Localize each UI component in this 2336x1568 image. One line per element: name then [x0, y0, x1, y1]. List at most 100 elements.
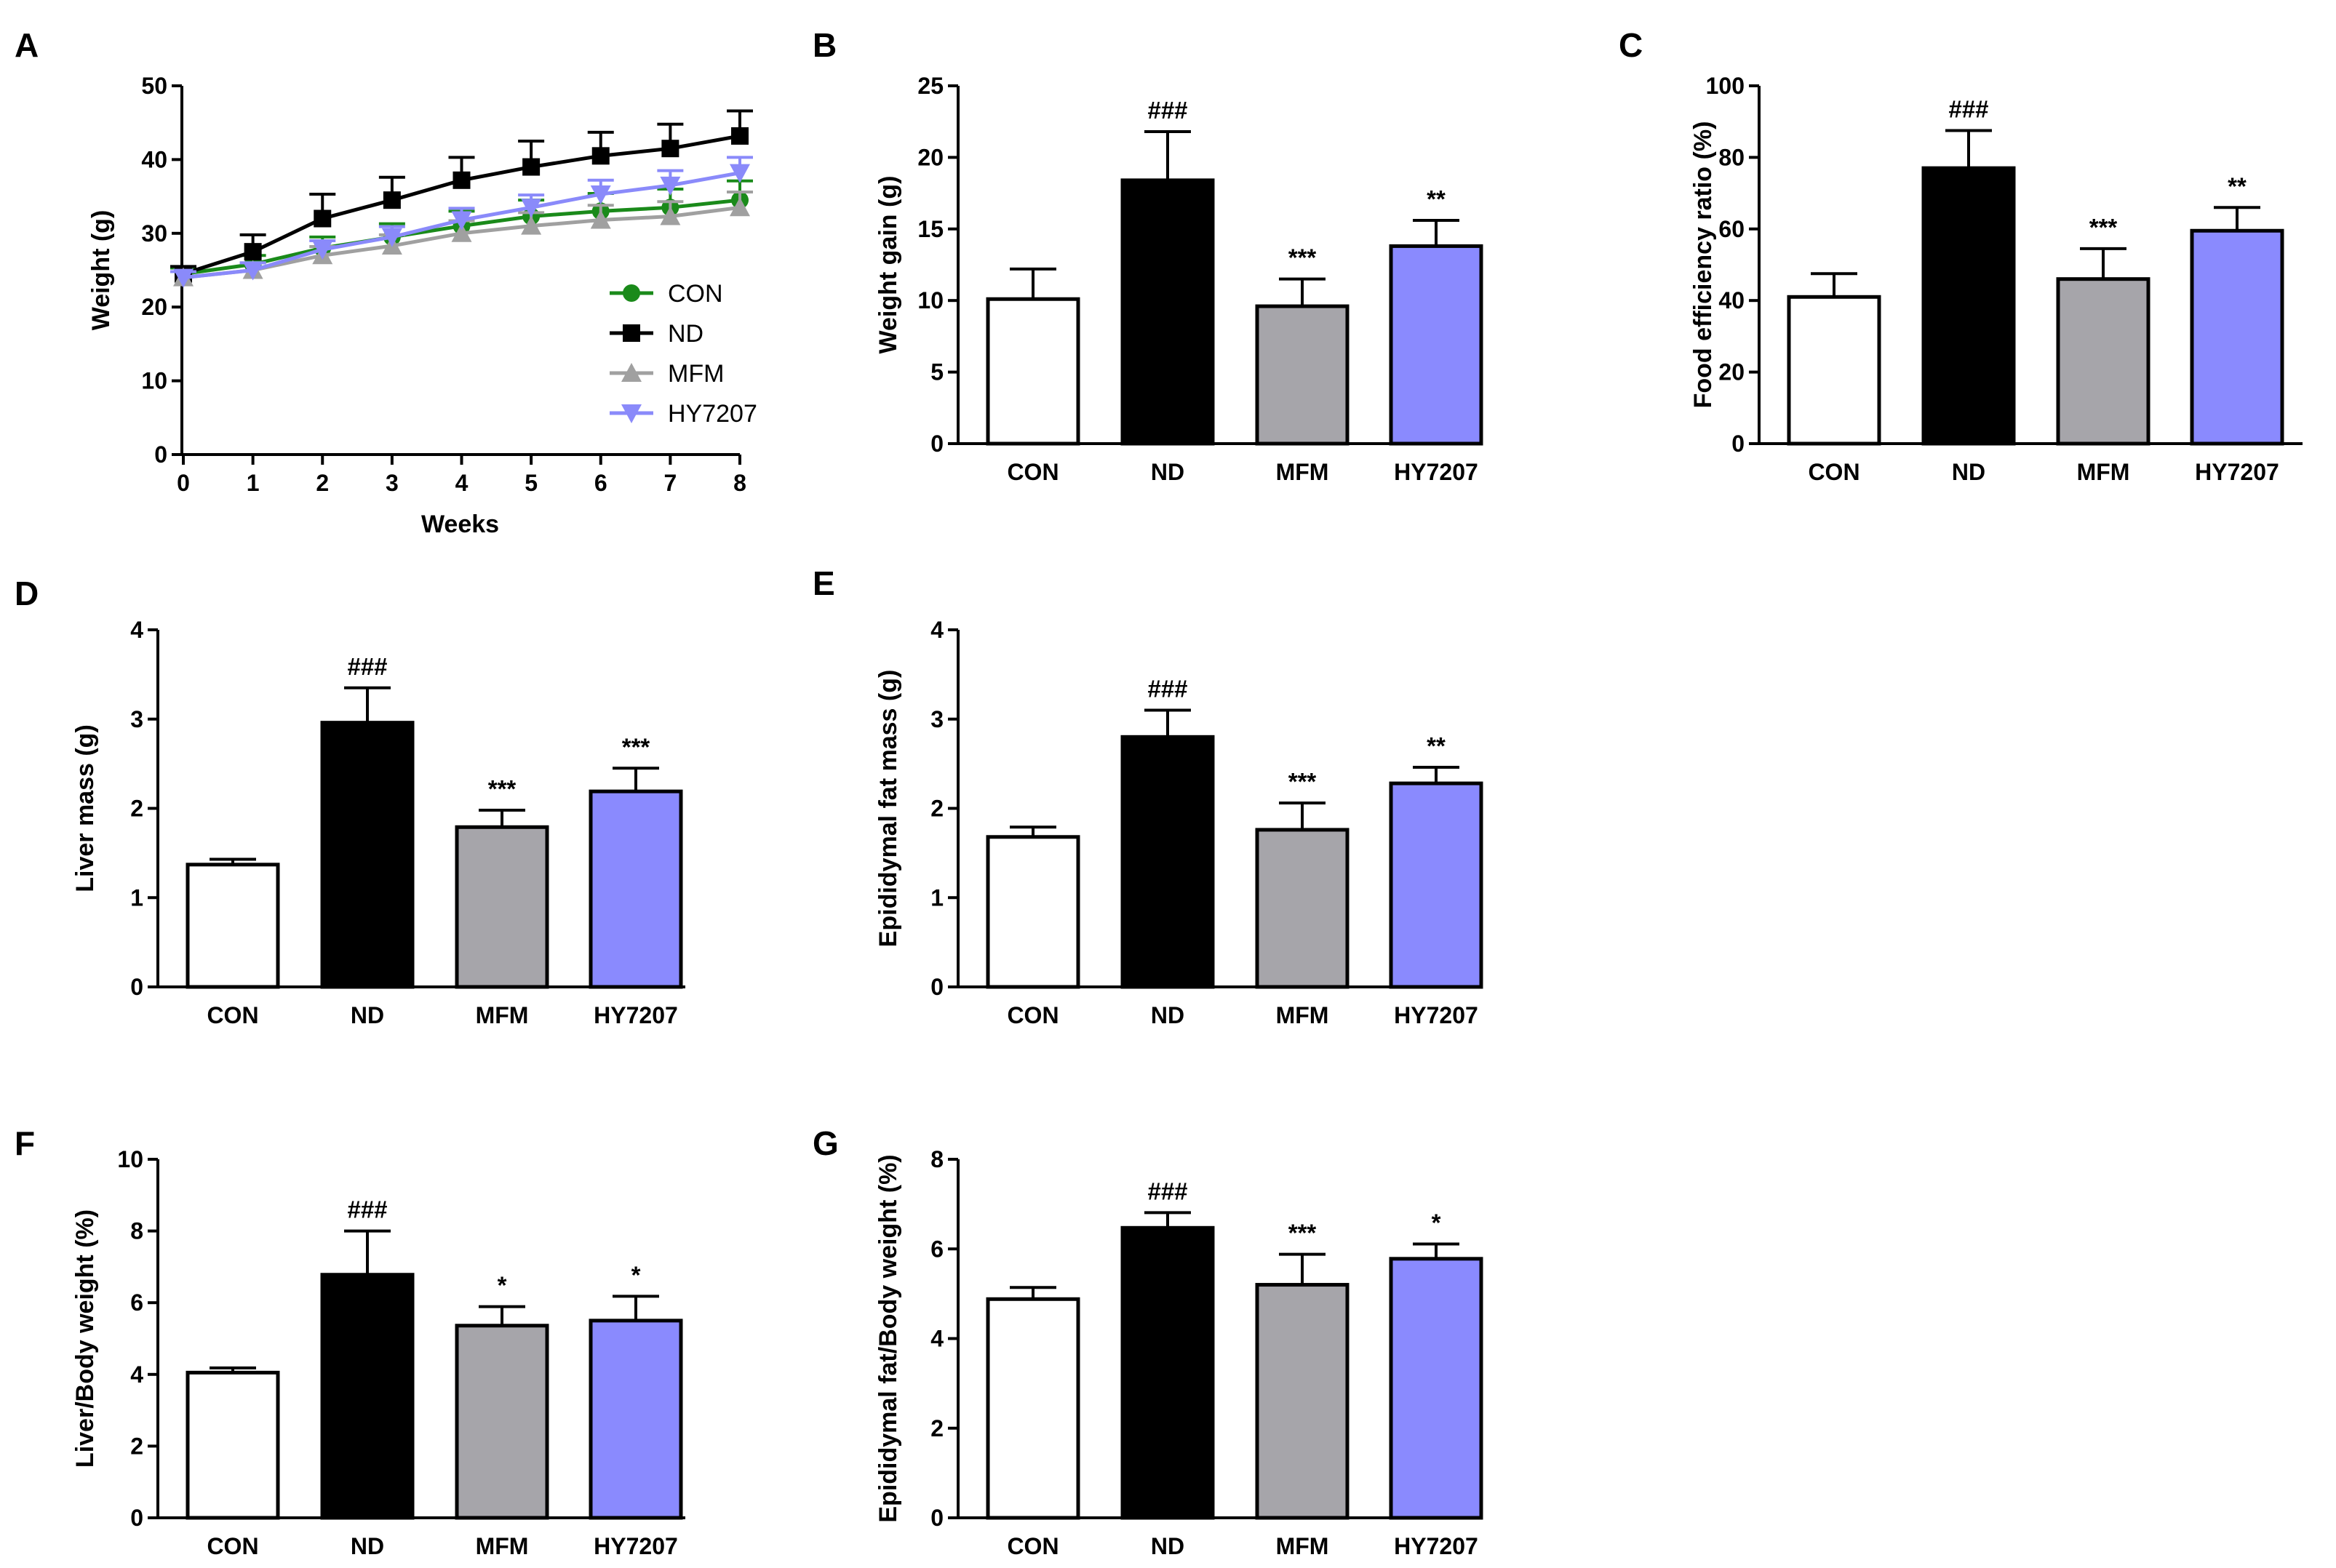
bar-mfm	[1255, 828, 1350, 989]
bar-nd	[320, 721, 415, 989]
marker-triangle-down	[173, 268, 194, 288]
y-tick-label: 4	[130, 617, 143, 643]
marker-square	[383, 191, 401, 209]
x-tick-label: MFM	[476, 1533, 529, 1559]
y-tick-label: 3	[130, 706, 143, 732]
marker-square	[661, 140, 679, 158]
x-tick-label: MFM	[476, 1002, 529, 1028]
y-tick-label: 3	[930, 706, 944, 732]
x-tick-label: CON	[1808, 459, 1859, 485]
y-tick-label: 100	[1706, 73, 1745, 99]
significance-label: ***	[1288, 1220, 1317, 1247]
marker-triangle-down	[590, 185, 611, 205]
significance-label: ***	[488, 775, 517, 802]
marker-triangle-down	[242, 261, 263, 281]
y-tick-label: 4	[130, 1361, 143, 1388]
y-tick-label: 10	[141, 368, 167, 394]
bar-mfm	[2056, 277, 2150, 446]
significance-label: **	[2228, 172, 2247, 199]
x-tick-label: HY7207	[1394, 1002, 1478, 1028]
marker-square	[591, 147, 610, 165]
x-tick-label: 6	[594, 470, 607, 496]
bar-mfm	[455, 825, 549, 989]
y-tick-label: 1	[930, 884, 944, 911]
bar-hy7207	[2190, 228, 2284, 446]
marker-triangle-down	[451, 211, 472, 231]
y-tick-label: 0	[930, 974, 944, 1000]
y-tick-label: 0	[930, 1505, 944, 1531]
y-tick-label: 40	[141, 146, 167, 172]
y-axis-title: Food efficiency ratio (%)	[1689, 121, 1717, 409]
bar-nd	[1921, 166, 2016, 446]
x-tick-label: CON	[207, 1002, 258, 1028]
x-tick-label: ND	[1151, 1002, 1184, 1028]
x-tick-label: HY7207	[594, 1002, 678, 1028]
marker-square	[453, 171, 471, 189]
x-tick-label: 8	[733, 470, 746, 496]
x-tick-label: CON	[1007, 1002, 1059, 1028]
legend-label: MFM	[668, 360, 724, 388]
bar-con	[986, 297, 1080, 446]
y-tick-label: 2	[930, 796, 944, 822]
x-tick-label: 2	[316, 470, 329, 496]
bar-hy7207	[1389, 1257, 1483, 1520]
significance-label: ***	[1288, 244, 1317, 271]
y-tick-label: 6	[930, 1236, 944, 1262]
x-tick-label: HY7207	[594, 1533, 678, 1559]
y-tick-label: 8	[930, 1146, 944, 1172]
legend-item-mfm: MFM	[610, 360, 724, 388]
bar-con	[986, 1297, 1080, 1520]
marker-square	[522, 158, 541, 176]
y-tick-label: 0	[930, 431, 944, 457]
x-tick-label: CON	[207, 1533, 258, 1559]
bar-con	[186, 1370, 280, 1520]
panel-g: G 0 2 4 6 8 Epididymal fat/Body weight (%) CON N…	[813, 1124, 1483, 1559]
bar-con	[1787, 295, 1881, 446]
panel-a: A 0 10 20 30 40 50 Weight (g) 0 1 2 3 4 5 6 7 8 Weeks CON N…	[15, 26, 757, 538]
bar-nd	[1120, 178, 1215, 446]
y-tick-label: 40	[1718, 287, 1745, 313]
series-nd	[170, 109, 753, 283]
x-tick-label: MFM	[2077, 459, 2130, 485]
legend-item-nd: ND	[610, 320, 703, 348]
significance-label: ###	[1147, 1177, 1187, 1204]
marker-triangle-up	[621, 363, 642, 382]
panel-f: F 0 2 4 6 8 10 Liver/Body weight (%) CON ND ### MFM…	[15, 1124, 685, 1559]
y-tick-label: 80	[1718, 144, 1745, 170]
marker-square	[244, 243, 262, 261]
bar-nd	[1120, 1225, 1215, 1520]
significance-label: ***	[1288, 768, 1317, 795]
x-tick-label: HY7207	[1394, 459, 1478, 485]
y-tick-label: 2	[930, 1415, 944, 1441]
marker-triangle-down	[660, 176, 681, 196]
x-tick-label: 7	[663, 470, 677, 496]
bar-hy7207	[589, 789, 683, 989]
panel-letter: E	[813, 564, 835, 602]
x-tick-label: MFM	[1276, 1002, 1329, 1028]
y-axis-title: Epididymal fat/Body weight (%)	[874, 1154, 902, 1522]
marker-square	[623, 324, 640, 342]
x-tick-label: ND	[1952, 459, 1985, 485]
x-tick-label: HY7207	[1394, 1533, 1478, 1559]
significance-label: ###	[1147, 97, 1187, 124]
y-tick-label: 2	[130, 796, 143, 822]
x-tick-label: CON	[1007, 1533, 1059, 1559]
x-tick-label: 3	[386, 470, 399, 496]
y-tick-label: 10	[117, 1146, 143, 1172]
marker-triangle-up	[660, 206, 681, 225]
significance-label: ###	[1948, 96, 1988, 123]
x-tick-label: ND	[351, 1533, 384, 1559]
y-tick-label: 25	[917, 73, 944, 99]
marker-triangle-up	[590, 209, 611, 229]
legend-item-con: CON	[610, 280, 723, 308]
y-tick-label: 4	[930, 617, 944, 643]
significance-label: *	[1432, 1209, 1441, 1236]
y-tick-label: 1	[130, 884, 143, 911]
panel-letter: D	[15, 575, 39, 612]
series-hy7207	[170, 156, 753, 288]
y-tick-label: 50	[141, 73, 167, 99]
marker-triangle-down	[730, 164, 750, 183]
y-tick-label: 10	[917, 287, 944, 313]
marker-circle	[623, 284, 640, 302]
